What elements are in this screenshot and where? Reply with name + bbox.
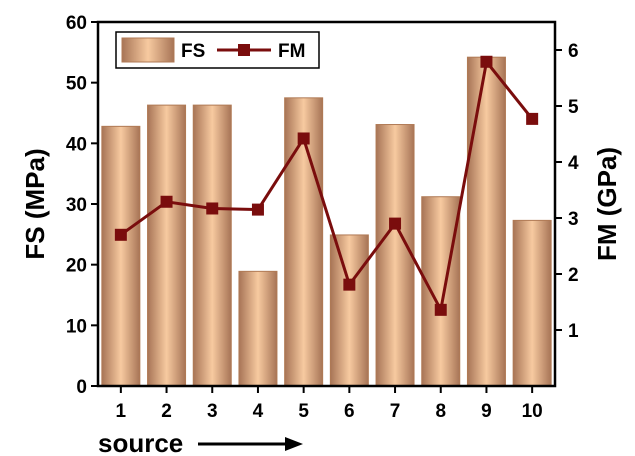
- x-tick-label: 2: [161, 401, 172, 422]
- point-fm-1: [114, 228, 127, 241]
- y-right-tick-label: 4: [568, 153, 579, 174]
- y-axis-left-title: FS (MPa): [20, 148, 50, 259]
- y-right-tick-label: 5: [568, 97, 579, 118]
- y-right-tick-label: 3: [568, 209, 579, 230]
- bar-fs-6: [329, 234, 369, 387]
- bar-fs-4: [238, 270, 278, 387]
- y-left-tick-label: 10: [66, 316, 87, 337]
- y-left-tick-label: 50: [66, 74, 87, 95]
- fm-line: [119, 58, 534, 315]
- x-tick-label: 4: [253, 401, 264, 422]
- point-fm-9: [480, 55, 493, 68]
- x-axis-title: source: [98, 428, 183, 456]
- x-tick-label: 3: [207, 401, 218, 422]
- y-left-tick-label: 20: [66, 256, 87, 277]
- point-fm-6: [343, 278, 356, 291]
- point-fm-5: [297, 132, 310, 145]
- x-axis-arrow-icon: [198, 437, 303, 451]
- y-right-tick-label: 1: [568, 321, 579, 342]
- bar-fs-7: [375, 124, 415, 387]
- bar-fs-2: [147, 104, 187, 387]
- x-tick-label: 10: [522, 401, 543, 422]
- y-left-tick-label: 30: [66, 195, 87, 216]
- y-left-tick-label: 60: [66, 13, 87, 34]
- x-tick-label: 8: [435, 401, 446, 422]
- x-tick-label: 5: [298, 401, 309, 422]
- point-fm-2: [160, 195, 173, 208]
- bar-fs-3: [192, 104, 232, 387]
- point-fm-10: [526, 112, 539, 125]
- y-right-tick-label: 2: [568, 265, 579, 286]
- legend-label-fs: FS: [181, 41, 205, 62]
- x-tick-label: 6: [344, 401, 355, 422]
- legend: FS FM: [115, 31, 320, 69]
- bar-fs-5: [284, 97, 324, 387]
- point-fm-3: [206, 202, 219, 215]
- legend-label-fm: FM: [278, 41, 305, 62]
- fm-line-series: [114, 55, 539, 316]
- fs-bars: [101, 56, 552, 387]
- point-fm-7: [389, 217, 402, 230]
- bar-fs-9: [466, 56, 506, 387]
- y-right-tick-label: 6: [568, 41, 579, 62]
- y-left-tick-label: 40: [66, 134, 87, 155]
- legend-swatch-fm-marker: [238, 44, 250, 56]
- x-tick-label: 9: [481, 401, 492, 422]
- bar-fs-1: [101, 125, 141, 387]
- axis-ticks: 0 10 20 30 40 50 60 1 2 3 4 5 6 1 2 3 4 5 6 7 8 9 10: [66, 13, 579, 422]
- x-tick-label: 1: [116, 401, 127, 422]
- point-fm-4: [251, 203, 264, 216]
- y-left-tick-label: 0: [76, 377, 87, 398]
- y-axis-right-title: FM (GPa): [592, 147, 622, 261]
- point-fm-8: [434, 303, 447, 316]
- x-tick-label: 7: [390, 401, 401, 422]
- bar-fs-10: [512, 219, 552, 387]
- bar-fs-8: [421, 196, 461, 387]
- legend-swatch-fs: [121, 37, 175, 63]
